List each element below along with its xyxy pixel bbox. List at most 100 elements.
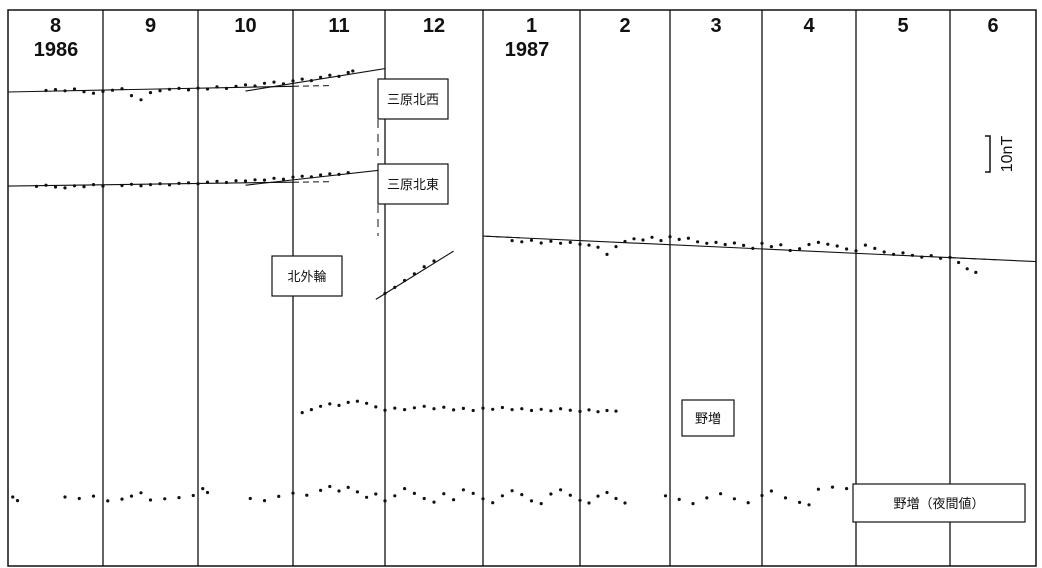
data-point xyxy=(568,408,572,412)
data-point xyxy=(471,408,475,413)
data-point xyxy=(346,70,350,75)
month-label: 1 xyxy=(526,15,537,37)
data-point xyxy=(732,241,737,245)
data-point xyxy=(510,489,514,493)
data-point xyxy=(929,254,933,258)
data-point xyxy=(510,408,514,412)
data-point xyxy=(355,399,359,403)
data-point xyxy=(272,176,276,180)
data-point xyxy=(253,178,257,182)
data-point xyxy=(243,179,248,183)
data-point xyxy=(300,77,304,81)
data-point xyxy=(281,177,286,181)
data-point xyxy=(854,249,858,253)
data-point xyxy=(262,81,267,85)
data-point xyxy=(120,87,124,91)
data-point xyxy=(177,496,181,500)
year-label: 1986 xyxy=(34,39,79,61)
series-label: 三原北西 xyxy=(387,93,439,108)
data-point xyxy=(461,406,465,410)
data-point xyxy=(605,490,609,495)
data-point xyxy=(605,408,609,413)
series-5: 野増（夜間値） xyxy=(11,483,1026,523)
data-point xyxy=(319,173,323,177)
data-point xyxy=(769,245,774,249)
data-point xyxy=(167,183,172,187)
series-2: 三原北東 xyxy=(7,163,449,205)
data-point xyxy=(432,259,436,263)
trend-line xyxy=(245,68,386,92)
data-point xyxy=(403,487,407,491)
data-point xyxy=(623,501,627,505)
data-point xyxy=(281,82,286,86)
data-point xyxy=(393,406,397,410)
data-point xyxy=(830,485,835,489)
data-point xyxy=(650,235,654,239)
series-label-box xyxy=(271,255,343,297)
data-point xyxy=(224,180,229,185)
data-point xyxy=(319,404,323,408)
data-point xyxy=(442,492,446,496)
data-point xyxy=(939,256,943,260)
data-point xyxy=(201,487,205,491)
data-point xyxy=(539,502,543,506)
data-point xyxy=(196,86,200,90)
data-point xyxy=(148,91,153,95)
data-point xyxy=(549,409,553,413)
data-point xyxy=(319,75,323,79)
data-point xyxy=(605,252,609,256)
data-point xyxy=(337,489,341,493)
data-point xyxy=(305,493,309,497)
series-label: 三原北東 xyxy=(387,177,439,193)
series-1: 三原北西 xyxy=(7,68,449,120)
data-point xyxy=(139,491,143,495)
data-point xyxy=(677,237,681,241)
data-point xyxy=(186,88,191,92)
data-point xyxy=(719,492,723,496)
data-point xyxy=(578,242,582,246)
data-point xyxy=(705,241,709,245)
data-point xyxy=(559,407,563,411)
data-point xyxy=(686,236,691,240)
data-point xyxy=(328,402,332,406)
data-point xyxy=(262,178,267,182)
data-point xyxy=(816,240,821,244)
data-point xyxy=(291,175,295,179)
data-point xyxy=(351,69,355,73)
data-point xyxy=(110,88,115,92)
data-point xyxy=(393,494,397,498)
data-point xyxy=(383,499,387,503)
data-point xyxy=(44,88,48,93)
data-point xyxy=(11,495,15,499)
series-4: 野増 xyxy=(300,399,735,437)
data-point xyxy=(393,285,397,289)
series-label-box xyxy=(852,483,1026,523)
data-point xyxy=(641,238,645,242)
series-label-box xyxy=(681,399,735,437)
data-point xyxy=(882,250,886,254)
data-point xyxy=(346,400,350,404)
data-point xyxy=(510,239,514,243)
data-point xyxy=(101,89,105,93)
data-point xyxy=(596,410,600,414)
series-label: 野増（夜間値） xyxy=(893,496,984,512)
data-point xyxy=(568,240,572,244)
data-point xyxy=(91,91,96,95)
series-label: 北外輪 xyxy=(287,269,326,285)
series-label: 野増 xyxy=(695,412,721,427)
data-point xyxy=(614,409,618,413)
data-point xyxy=(328,73,332,77)
data-point xyxy=(77,496,81,501)
data-point xyxy=(596,494,600,498)
month-label: 10 xyxy=(234,15,256,37)
trend-line xyxy=(482,235,1037,263)
data-point xyxy=(452,498,456,502)
data-point xyxy=(461,488,465,492)
data-point xyxy=(835,244,839,248)
data-point xyxy=(291,491,295,495)
trend-line xyxy=(245,169,386,186)
data-point xyxy=(215,85,219,89)
data-point xyxy=(746,501,750,505)
